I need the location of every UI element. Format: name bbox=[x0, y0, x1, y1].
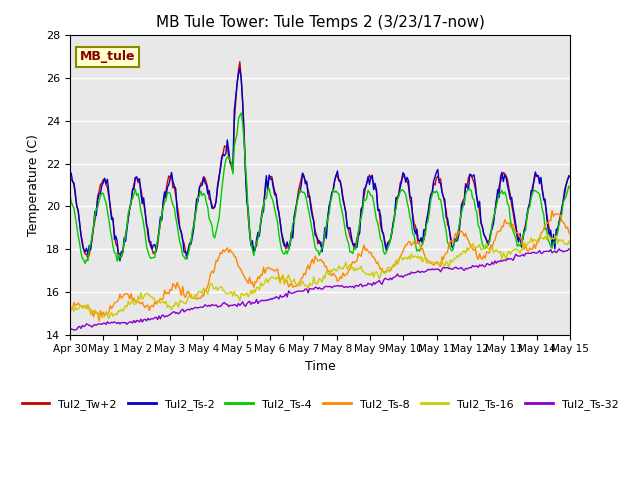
Tul2_Ts-4 bbox=[237, 110, 245, 116]
Tul2_Ts-8 bbox=[241, 276, 249, 282]
Line: Tul2_Ts-32: Tul2_Ts-32 bbox=[70, 249, 570, 330]
Tul2_Ts-32 bbox=[286, 290, 294, 296]
Tul2_Ts-16 bbox=[540, 236, 548, 242]
Y-axis label: Temperature (C): Temperature (C) bbox=[28, 134, 40, 236]
Tul2_Ts-16 bbox=[566, 241, 574, 247]
Tul2_Ts-4 bbox=[129, 196, 136, 202]
Tul2_Ts-32 bbox=[129, 320, 136, 326]
Tul2_Ts-32 bbox=[566, 247, 574, 252]
Tul2_Ts-16 bbox=[129, 297, 136, 303]
Tul2_Ts-2 bbox=[66, 172, 74, 178]
Tul2_Ts-4 bbox=[541, 227, 549, 233]
Line: Tul2_Ts-4: Tul2_Ts-4 bbox=[70, 113, 570, 264]
Tul2_Ts-8 bbox=[540, 226, 548, 231]
Tul2_Ts-8 bbox=[233, 259, 241, 265]
Tul2_Ts-4 bbox=[566, 185, 574, 191]
Text: MB_tule: MB_tule bbox=[80, 50, 135, 63]
Tul2_Ts-2 bbox=[566, 174, 574, 180]
Tul2_Ts-8 bbox=[95, 318, 103, 324]
Tul2_Tw+2 bbox=[84, 255, 92, 261]
Tul2_Ts-2 bbox=[116, 258, 124, 264]
Line: Tul2_Ts-8: Tul2_Ts-8 bbox=[70, 211, 570, 321]
Tul2_Ts-2 bbox=[287, 229, 295, 235]
Tul2_Tw+2 bbox=[541, 201, 549, 206]
Tul2_Ts-32 bbox=[565, 246, 573, 252]
Tul2_Ts-2 bbox=[243, 198, 251, 204]
Tul2_Ts-2 bbox=[129, 186, 136, 192]
Tul2_Ts-32 bbox=[70, 327, 78, 333]
Tul2_Tw+2 bbox=[566, 173, 574, 179]
Tul2_Ts-4 bbox=[216, 202, 224, 208]
Tul2_Tw+2 bbox=[287, 232, 295, 238]
Tul2_Tw+2 bbox=[236, 59, 244, 65]
X-axis label: Time: Time bbox=[305, 360, 335, 373]
Line: Tul2_Ts-2: Tul2_Ts-2 bbox=[70, 69, 570, 261]
Legend: Tul2_Tw+2, Tul2_Ts-2, Tul2_Ts-4, Tul2_Ts-8, Tul2_Ts-16, Tul2_Ts-32: Tul2_Tw+2, Tul2_Ts-2, Tul2_Ts-4, Tul2_Ts… bbox=[17, 394, 623, 414]
Tul2_Ts-16 bbox=[544, 232, 552, 238]
Tul2_Ts-32 bbox=[216, 303, 224, 309]
Tul2_Ts-8 bbox=[216, 250, 224, 255]
Tul2_Ts-32 bbox=[233, 303, 241, 309]
Tul2_Ts-16 bbox=[286, 277, 294, 283]
Tul2_Ts-16 bbox=[105, 315, 113, 321]
Tul2_Tw+2 bbox=[129, 189, 136, 194]
Title: MB Tule Tower: Tule Temps 2 (3/23/17-now): MB Tule Tower: Tule Temps 2 (3/23/17-now… bbox=[156, 15, 484, 30]
Tul2_Ts-4 bbox=[243, 181, 251, 187]
Tul2_Ts-2 bbox=[216, 167, 224, 172]
Tul2_Ts-32 bbox=[241, 303, 249, 309]
Tul2_Tw+2 bbox=[233, 81, 241, 86]
Tul2_Ts-2 bbox=[541, 196, 549, 202]
Tul2_Ts-4 bbox=[287, 231, 295, 237]
Tul2_Tw+2 bbox=[243, 193, 251, 199]
Tul2_Ts-4 bbox=[233, 131, 241, 136]
Tul2_Ts-32 bbox=[540, 249, 548, 254]
Tul2_Tw+2 bbox=[66, 175, 74, 180]
Tul2_Ts-4 bbox=[66, 191, 74, 197]
Tul2_Ts-8 bbox=[286, 282, 294, 288]
Line: Tul2_Tw+2: Tul2_Tw+2 bbox=[70, 62, 570, 258]
Line: Tul2_Ts-16: Tul2_Ts-16 bbox=[70, 235, 570, 318]
Tul2_Ts-32 bbox=[66, 324, 74, 330]
Tul2_Ts-16 bbox=[241, 292, 249, 298]
Tul2_Ts-4 bbox=[81, 261, 89, 266]
Tul2_Ts-2 bbox=[233, 81, 241, 87]
Tul2_Tw+2 bbox=[216, 165, 224, 170]
Tul2_Ts-8 bbox=[129, 298, 136, 303]
Tul2_Ts-8 bbox=[566, 231, 574, 237]
Tul2_Ts-8 bbox=[66, 308, 74, 314]
Tul2_Ts-2 bbox=[236, 66, 244, 72]
Tul2_Ts-16 bbox=[216, 285, 224, 290]
Tul2_Ts-16 bbox=[66, 306, 74, 312]
Tul2_Ts-8 bbox=[548, 208, 556, 214]
Tul2_Ts-16 bbox=[233, 292, 241, 298]
